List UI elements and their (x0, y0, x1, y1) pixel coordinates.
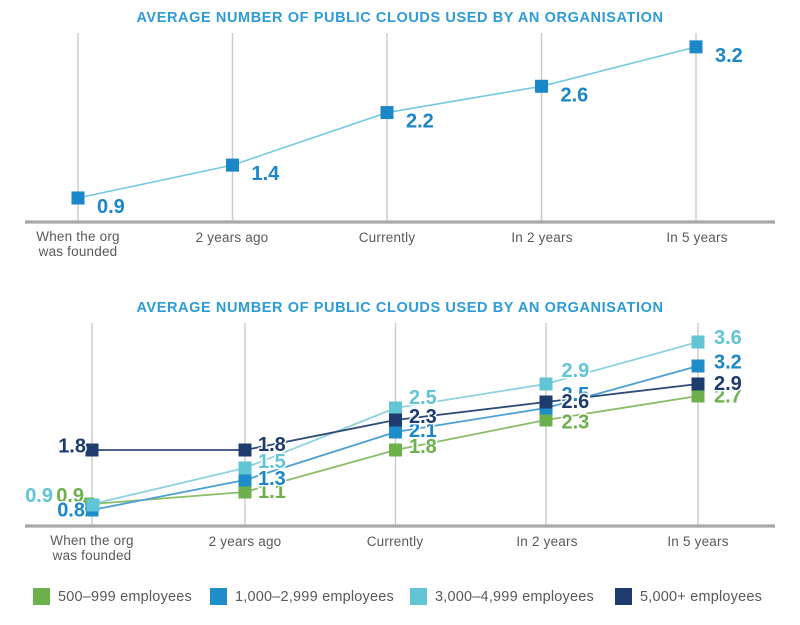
data-point-marker (539, 413, 553, 427)
data-point-marker (691, 377, 705, 391)
value-label: 2.5 (409, 387, 437, 409)
value-label: 2.6 (562, 391, 590, 413)
x-tick-label: When the org was founded (36, 229, 120, 259)
data-point-marker (226, 158, 239, 172)
legend-swatch-green (33, 588, 50, 605)
data-point-marker (238, 485, 252, 499)
x-tick-label: In 5 years (667, 534, 729, 549)
value-label: 2.9 (714, 373, 742, 395)
x-tick-label: 2 years ago (195, 230, 269, 245)
data-point-marker (380, 106, 394, 120)
data-point-marker (85, 443, 99, 457)
legend-swatch-navy (615, 588, 632, 605)
data-point-marker (238, 443, 252, 457)
value-label: 3.2 (715, 45, 743, 67)
data-point-marker (389, 413, 402, 427)
legend: 500–999 employees 1,000–2,999 employees … (0, 588, 800, 612)
value-label: 2.6 (561, 84, 589, 106)
legend-label: 5,000+ employees (640, 588, 763, 605)
value-label: 0.9 (56, 485, 84, 507)
legend-item: 5,000+ employees (615, 588, 762, 605)
x-tick-label: 2 years ago (208, 534, 282, 549)
x-tick-label: In 2 years (516, 534, 578, 549)
legend-label: 1,000–2,999 employees (235, 588, 394, 605)
value-label: 2.5 (562, 384, 590, 406)
data-point-marker (539, 377, 553, 391)
value-label: 2.2 (406, 111, 434, 133)
chart-title-top: AVERAGE NUMBER OF PUBLIC CLOUDS USED BY … (136, 10, 664, 26)
legend-swatch-blue (210, 588, 227, 605)
value-label: 3.6 (714, 327, 742, 349)
chart-bottom-plot: 0.9 1.11.82.32.70.81.32.12.53.20.91.52.52… (24, 323, 775, 528)
legend-label: 3,000–4,999 employees (435, 588, 594, 605)
x-tick-label: In 2 years (511, 230, 573, 245)
data-point-marker (389, 425, 402, 439)
value-label: 2.9 (562, 360, 590, 382)
legend-item: 1,000–2,999 employees (210, 588, 394, 605)
data-point-marker (539, 395, 553, 409)
data-point-marker (691, 359, 705, 373)
data-point-marker (238, 461, 252, 475)
value-label: 1.1 (258, 481, 286, 503)
data-point-marker (389, 443, 402, 457)
chart-title-bottom: AVERAGE NUMBER OF PUBLIC CLOUDS USED BY … (136, 300, 664, 316)
legend-label: 500–999 employees (58, 588, 192, 605)
data-point-marker (691, 389, 705, 403)
value-label: 0.9 (25, 485, 53, 507)
legend-item: 500–999 employees (33, 588, 192, 605)
value-label: 2.3 (409, 406, 437, 428)
data-point-marker (691, 335, 705, 349)
x-tick-label: Currently (366, 534, 424, 549)
data-point-marker (86, 498, 100, 512)
data-point-marker (389, 401, 402, 415)
data-point-marker (238, 473, 252, 487)
value-label: 1.4 (252, 163, 281, 185)
data-point-marker (71, 191, 85, 205)
x-tick-label: In 5 years (666, 230, 728, 245)
value-label: 0.8 (57, 500, 85, 522)
value-label: 1.3 (258, 468, 286, 490)
value-label: 1.8 (58, 436, 86, 458)
value-label: 2.3 (562, 412, 590, 434)
x-tick-label: Currently (358, 230, 416, 245)
data-point-marker (535, 79, 548, 93)
value-label: 2.1 (409, 420, 437, 442)
value-label: 1.8 (409, 436, 437, 458)
legend-swatch-teal (410, 588, 427, 605)
legend-item: 3,000–4,999 employees (410, 588, 594, 605)
x-tick-label: When the org was founded (50, 533, 134, 563)
data-point-marker (689, 40, 703, 54)
value-label: 3.2 (714, 352, 742, 374)
value-label: 1.5 (258, 451, 286, 473)
value-label: 1.8 (258, 434, 286, 456)
value-label: 2.7 (714, 386, 742, 408)
value-label: 0.9 (97, 196, 125, 218)
chart-top-plot: 0.9 1.4 2.2 2.6 3.2 (25, 33, 775, 224)
